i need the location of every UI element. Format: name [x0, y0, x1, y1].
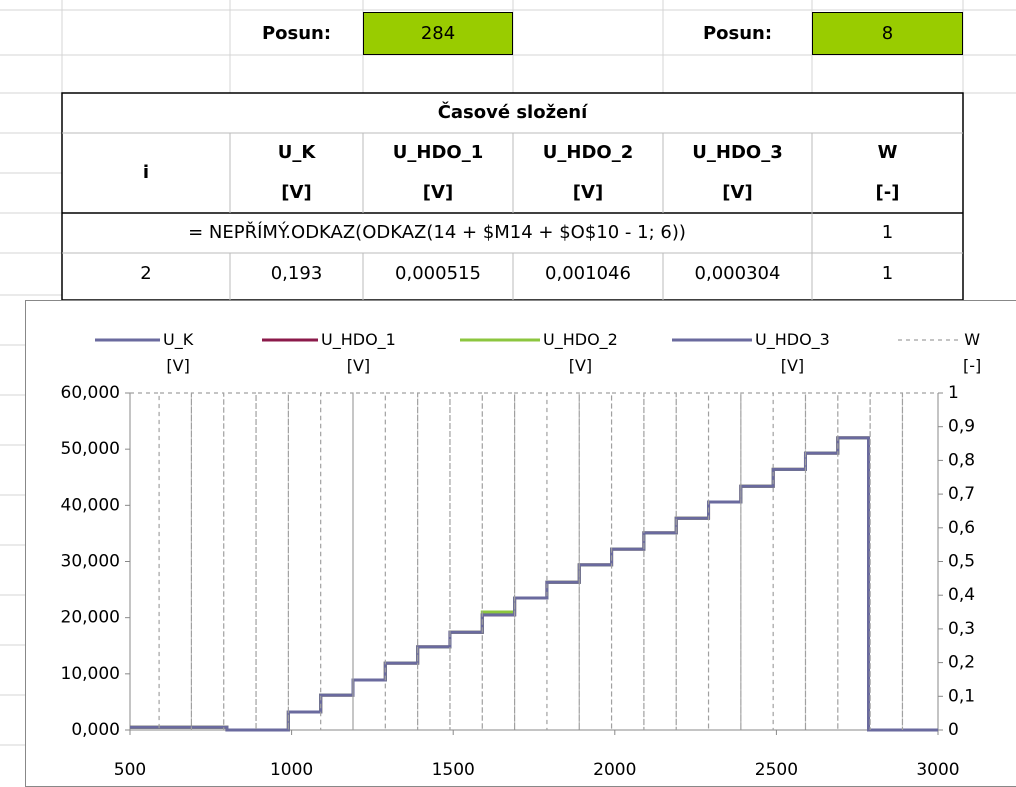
legend-label: W [-]	[963, 330, 982, 375]
y2-tick-label: 0,3	[948, 619, 975, 639]
y-tick-label: 0,000	[71, 720, 120, 740]
y2-tick-label: 1	[948, 383, 959, 403]
header-cell: U_K	[277, 142, 316, 163]
table-title: Časové složení	[437, 102, 588, 123]
posun-label: Posun:	[261, 22, 332, 44]
header-unit: [V]	[572, 182, 604, 203]
y-tick-label: 20,000	[61, 608, 120, 628]
legend-label: U_HDO_1 [V]	[321, 330, 396, 375]
y-tick-label: 60,000	[61, 383, 120, 403]
y-tick-label: 10,000	[61, 664, 120, 684]
y-tick-label: 30,000	[61, 552, 120, 572]
formula[interactable]: = NEPŘÍMÝ.ODKAZ(ODKAZ(14 + $M14 + $O$10 …	[188, 222, 686, 243]
header-cell: W	[877, 142, 898, 163]
table-cell: 0,000304	[694, 263, 781, 284]
legend-label: U_K [V]	[163, 330, 194, 375]
table-cell: 1	[881, 263, 894, 284]
y2-tick-label: 0,4	[948, 585, 975, 605]
y2-tick-label: 0	[948, 720, 959, 740]
y-tick-label: 50,000	[61, 439, 120, 459]
x-tick-label: 500	[114, 760, 146, 780]
posun-label: Posun:	[702, 22, 773, 44]
header-unit: [V]	[281, 182, 312, 203]
y2-tick-label: 0,5	[948, 552, 975, 572]
table-cell: 0,000515	[395, 263, 481, 284]
y2-tick-label: 0,6	[948, 518, 975, 538]
posun-value[interactable]: 284	[363, 12, 513, 55]
y-tick-label: 40,000	[61, 495, 120, 515]
y2-tick-label: 0,7	[948, 484, 975, 504]
y2-tick-label: 0,1	[948, 686, 975, 706]
posun-value[interactable]: 8	[812, 12, 963, 55]
x-tick-label: 2500	[755, 760, 798, 780]
legend-label: U_HDO_2 [V]	[543, 330, 618, 375]
header-unit: [-]	[875, 182, 900, 203]
chart: 0,000 10,000 20,000 30,000 40,000 50,000 60,00…	[25, 300, 1016, 787]
header-unit: [V]	[422, 182, 454, 203]
table-cell: 0,001046	[545, 263, 631, 284]
chart-frame	[25, 300, 1016, 787]
y2-tick-label: 0,2	[948, 653, 975, 673]
table-cell: 2	[140, 263, 152, 284]
header-cell: U_HDO_1	[392, 142, 484, 163]
x-tick-label: 1000	[270, 760, 313, 780]
header-cell: i	[142, 162, 150, 183]
x-tick-label: 1500	[432, 760, 475, 780]
y2-tick-label: 0,8	[948, 450, 975, 470]
series-line	[130, 436, 938, 732]
header-cell: U_HDO_3	[692, 142, 783, 163]
x-tick-label: 2000	[593, 760, 636, 780]
header-cell: U_HDO_2	[542, 142, 634, 163]
header-unit: [V]	[722, 182, 753, 203]
x-tick-label: 3000	[916, 760, 959, 780]
series-line	[130, 392, 938, 730]
formula-w: 1	[881, 222, 894, 243]
legend-label: U_HDO_3 [V]	[755, 330, 830, 375]
table-cell: 0,193	[270, 263, 323, 284]
y2-tick-label: 0,9	[948, 417, 975, 437]
